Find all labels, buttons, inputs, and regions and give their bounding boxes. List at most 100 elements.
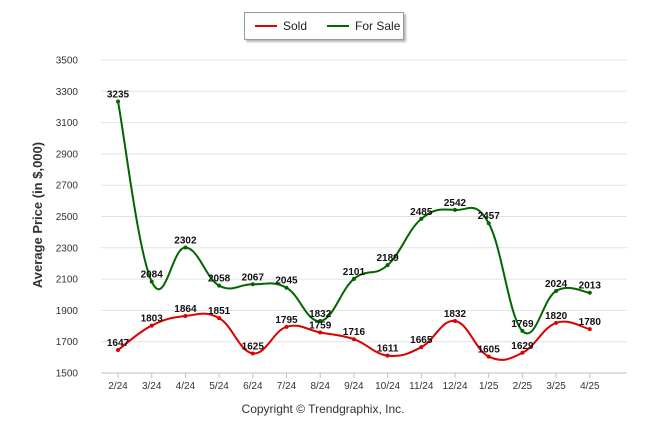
data-label-sold: 1803 <box>141 314 164 325</box>
x-tick-label: 3/25 <box>546 381 566 392</box>
data-point-for-sale <box>318 319 323 324</box>
x-tick-label: 1/25 <box>479 381 499 392</box>
data-point-sold <box>217 316 222 321</box>
data-label-sold: 1795 <box>275 315 298 326</box>
x-tick-label: 7/24 <box>277 381 297 392</box>
y-tick-label: 3300 <box>56 87 79 98</box>
legend-label-sold: Sold <box>283 19 308 33</box>
x-tick-label: 5/24 <box>209 381 229 392</box>
x-tick-label: 4/25 <box>580 381 600 392</box>
legend-swatch-sold <box>255 25 277 27</box>
data-point-sold <box>419 345 424 350</box>
data-label-sold: 1759 <box>309 320 332 331</box>
legend-item-sold[interactable]: Sold <box>255 19 307 33</box>
data-point-for-sale <box>116 99 120 104</box>
data-label-sold: 1832 <box>444 309 467 320</box>
series-line-for-sale <box>117 101 590 335</box>
data-point-for-sale <box>351 276 356 281</box>
data-label-for-sale: 2084 <box>141 270 164 281</box>
data-point-for-sale <box>587 290 592 295</box>
x-tick-label: 10/24 <box>375 381 400 392</box>
data-point-sold <box>116 347 120 352</box>
data-point-for-sale <box>554 288 559 293</box>
tick-labels: 1500 1700 1900 2100 2300 2500 2700 2900 3100 3300… <box>56 56 600 393</box>
legend: Sold For Sale <box>244 12 404 40</box>
data-point-sold <box>587 327 592 332</box>
y-tick-label: 2500 <box>56 212 79 223</box>
y-tick-label: 1900 <box>56 306 79 317</box>
data-label-sold: 1716 <box>343 327 366 338</box>
data-point-sold <box>520 350 525 355</box>
data-point-for-sale <box>217 283 222 288</box>
data-point-sold <box>385 353 390 358</box>
data-point-sold <box>486 354 491 359</box>
x-tick-label: 6/24 <box>243 381 263 392</box>
data-label-for-sale: 2542 <box>444 198 467 209</box>
data-label-sold: 1625 <box>242 341 265 352</box>
data-points <box>116 99 592 359</box>
x-tick-label: 8/24 <box>310 381 330 392</box>
data-point-for-sale <box>385 263 390 268</box>
legend-label-for-sale: For Sale <box>355 19 401 33</box>
data-labels: 1647 1803 1864 1851 1625 1795 1759 1716 1611 1665… <box>107 89 601 355</box>
data-label-for-sale: 2067 <box>242 272 265 283</box>
data-point-for-sale <box>250 282 255 287</box>
data-point-sold <box>149 323 154 328</box>
x-tick-label: 4/24 <box>176 381 196 392</box>
data-label-sold: 1629 <box>511 341 534 352</box>
data-label-for-sale: 1769 <box>511 319 534 330</box>
data-label-sold: 1647 <box>107 338 130 349</box>
data-point-sold <box>284 324 289 329</box>
y-tick-label: 2300 <box>56 243 79 254</box>
x-tick-label: 9/24 <box>344 381 364 392</box>
data-point-sold <box>318 330 323 335</box>
data-label-sold: 1780 <box>579 317 602 328</box>
data-point-sold <box>554 320 559 325</box>
data-point-sold <box>351 337 356 342</box>
data-label-for-sale: 2485 <box>410 207 433 218</box>
data-label-sold: 1864 <box>174 304 197 315</box>
data-label-sold: 1851 <box>208 306 231 317</box>
data-label-sold: 1665 <box>410 335 433 346</box>
data-point-sold <box>250 351 255 356</box>
data-point-for-sale <box>520 328 525 333</box>
data-label-for-sale: 2058 <box>208 274 231 285</box>
copyright-credit: Copyright © Trendgraphix, Inc. <box>241 402 405 416</box>
legend-item-for-sale[interactable]: For Sale <box>327 19 400 33</box>
data-point-for-sale <box>149 279 154 284</box>
data-point-for-sale <box>486 221 491 226</box>
data-label-sold: 1820 <box>545 311 568 322</box>
x-tick-label: 11/24 <box>409 381 434 392</box>
data-label-sold: 1611 <box>377 344 399 355</box>
y-tick-label: 3500 <box>56 56 79 67</box>
data-label-for-sale: 2024 <box>545 279 568 290</box>
x-tick-label: 2/24 <box>108 381 128 392</box>
data-label-for-sale: 1832 <box>309 309 332 320</box>
y-tick-label: 2900 <box>56 149 79 160</box>
axes <box>101 372 627 378</box>
data-label-sold: 1605 <box>478 345 501 356</box>
data-label-for-sale: 2302 <box>174 235 197 246</box>
data-label-for-sale: 2013 <box>579 281 602 292</box>
data-label-for-sale: 3235 <box>107 89 130 100</box>
data-label-for-sale: 2189 <box>376 253 399 264</box>
x-tick-label: 2/25 <box>513 381 533 392</box>
legend-swatch-for-sale <box>327 25 350 27</box>
data-label-for-sale: 2101 <box>343 267 366 278</box>
y-tick-label: 2700 <box>56 181 79 192</box>
data-point-for-sale <box>453 207 457 212</box>
y-tick-label: 1700 <box>56 337 79 348</box>
data-point-sold <box>183 314 188 319</box>
x-tick-label: 3/24 <box>142 381 162 392</box>
grid-lines <box>101 59 627 374</box>
data-point-for-sale <box>183 245 188 250</box>
y-tick-label: 2100 <box>56 275 79 286</box>
data-point-sold <box>453 319 457 324</box>
y-tick-label: 1500 <box>56 369 79 380</box>
data-point-for-sale <box>419 216 424 221</box>
y-axis-label: Average Price (in $,000) <box>30 142 45 288</box>
y-tick-label: 3100 <box>56 118 79 129</box>
data-label-for-sale: 2457 <box>478 211 501 222</box>
data-label-for-sale: 2045 <box>275 276 298 287</box>
